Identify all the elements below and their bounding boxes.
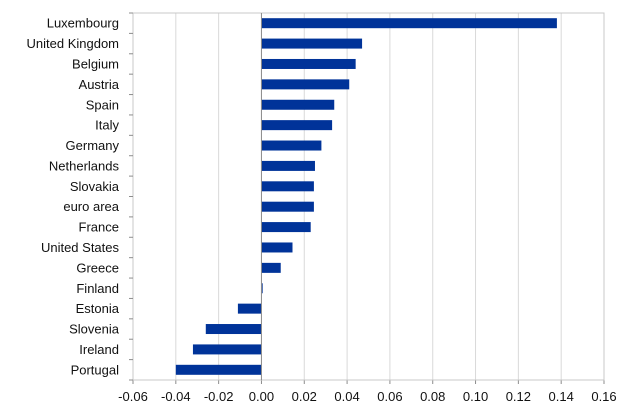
x-tick-label: 0.16 — [591, 389, 616, 404]
bar — [261, 140, 322, 151]
bar — [261, 222, 311, 233]
category-label: Germany — [66, 138, 120, 153]
x-tick-label: 0.12 — [506, 389, 531, 404]
bar — [175, 364, 262, 375]
bar — [261, 79, 350, 90]
category-label: Slovenia — [69, 322, 120, 337]
bar — [261, 58, 356, 69]
bar — [261, 283, 263, 294]
x-tick-label: 0.08 — [420, 389, 445, 404]
axes — [129, 12, 605, 384]
category-label: Greece — [76, 260, 119, 275]
bar — [237, 303, 262, 314]
category-label: Luxembourg — [47, 16, 119, 31]
bars — [175, 18, 557, 375]
bar — [261, 18, 557, 29]
category-label: Ireland — [79, 342, 119, 357]
bar — [205, 324, 262, 335]
bar — [261, 242, 293, 253]
x-tick-label: 0.02 — [292, 389, 317, 404]
bar — [261, 201, 314, 212]
category-label: Finland — [76, 281, 119, 296]
x-tick-label: 0.00 — [249, 389, 274, 404]
category-label: Slovakia — [70, 179, 120, 194]
bar — [261, 181, 314, 192]
bar — [261, 120, 333, 131]
x-tick-labels: -0.06 -0.04 -0.02 0.00 0.02 0.04 0.06 0.08 0.10 0… — [118, 389, 616, 404]
x-tick-label: -0.06 — [118, 389, 148, 404]
x-tick-label: 0.14 — [549, 389, 574, 404]
bar — [192, 344, 262, 355]
category-label: Belgium — [72, 56, 119, 71]
category-label: Portugal — [71, 362, 120, 377]
bar — [261, 160, 315, 171]
category-label: Estonia — [76, 301, 120, 316]
category-label: Netherlands — [49, 158, 120, 173]
bar — [261, 38, 363, 49]
category-label: Italy — [95, 118, 119, 133]
plot-frame — [132, 12, 605, 381]
category-label: United States — [41, 240, 120, 255]
x-tick-label: -0.02 — [204, 389, 234, 404]
x-tick-label: 0.10 — [463, 389, 488, 404]
category-label: Spain — [86, 97, 119, 112]
y-tick-labels: Luxembourg United Kingdom Belgium Austria Sp… — [27, 16, 120, 378]
category-label: United Kingdom — [27, 36, 120, 51]
category-label: France — [79, 220, 119, 235]
category-label: euro area — [63, 199, 119, 214]
x-tick-label: 0.04 — [334, 389, 359, 404]
bar — [261, 262, 281, 273]
x-tick-label: -0.04 — [161, 389, 191, 404]
bar — [261, 99, 335, 110]
x-tick-label: 0.06 — [377, 389, 402, 404]
category-label: Austria — [79, 77, 120, 92]
gridlines — [132, 13, 605, 380]
